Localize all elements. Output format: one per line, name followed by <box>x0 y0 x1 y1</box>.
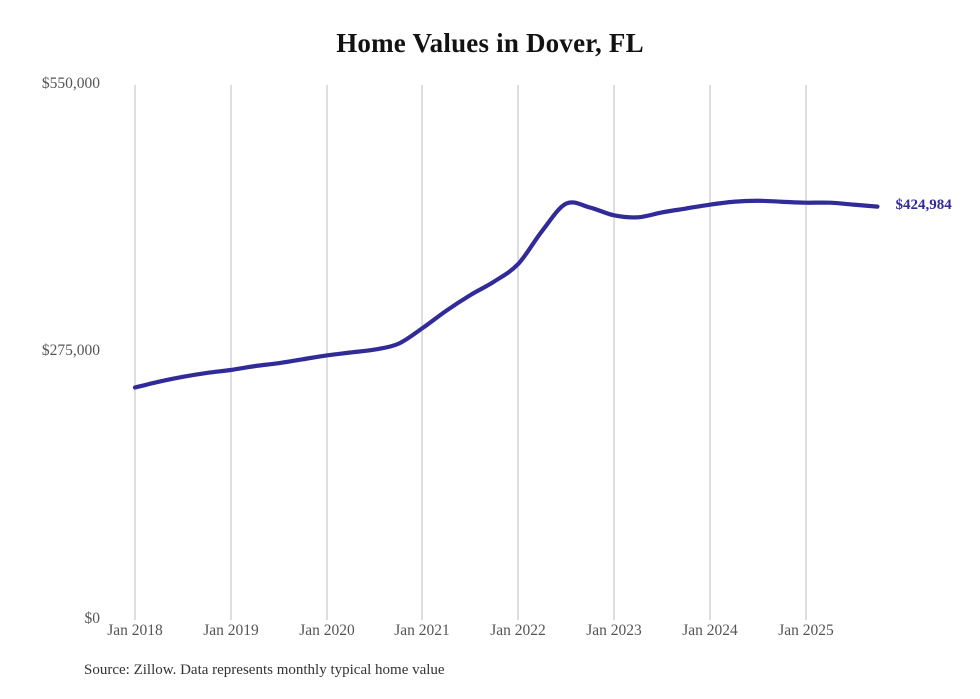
y-tick-label-0: $0 <box>84 610 101 627</box>
chart-title: Home Values in Dover, FL <box>336 28 644 58</box>
x-tick-label-jan-2023: Jan 2023 <box>586 622 642 639</box>
x-tick-label-jan-2020: Jan 2020 <box>299 622 355 639</box>
x-tick-label-jan-2018: Jan 2018 <box>107 622 163 639</box>
gridlines <box>134 85 807 620</box>
series-line-typical-home-value <box>132 198 880 390</box>
x-tick-label-jan-2025: Jan 2025 <box>778 622 834 639</box>
source-note: Source: Zillow. Data represents monthly … <box>84 662 445 678</box>
x-tick-label-jan-2024: Jan 2024 <box>682 622 738 639</box>
x-tick-label-jan-2022: Jan 2022 <box>490 622 546 639</box>
x-tick-label-jan-2021: Jan 2021 <box>394 622 450 639</box>
x-tick-label-jan-2019: Jan 2019 <box>203 622 259 639</box>
end-value-annotation: $424,984 <box>895 196 952 213</box>
y-tick-label-275000: $275,000 <box>41 342 100 359</box>
y-tick-label-550000: $550,000 <box>41 75 100 92</box>
